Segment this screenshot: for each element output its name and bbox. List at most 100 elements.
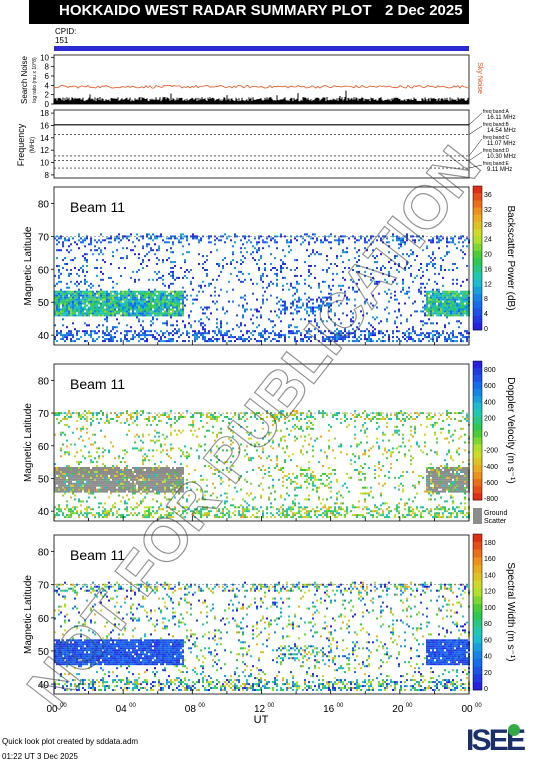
data-cell [76, 310, 78, 313]
data-cell [208, 284, 210, 287]
data-cell [178, 469, 180, 471]
data-cell [296, 259, 298, 262]
freq-yunit: (MHz) [30, 137, 36, 153]
data-cell [268, 474, 270, 477]
data-cell [62, 443, 64, 446]
data-cell [158, 314, 160, 317]
data-cell [138, 312, 140, 315]
data-cell [82, 300, 84, 303]
data-cell [176, 332, 178, 335]
data-cell [440, 235, 442, 238]
data-cell [366, 249, 368, 252]
data-cell [148, 334, 150, 337]
data-cell [310, 340, 312, 343]
data-cell [166, 237, 168, 240]
data-cell [442, 310, 444, 313]
data-cell [126, 494, 128, 497]
data-cell [82, 239, 84, 242]
data-cell [412, 328, 414, 331]
data-cell [148, 237, 150, 240]
data-cell [442, 330, 444, 333]
data-cell [272, 338, 274, 341]
data-cell [74, 292, 76, 295]
data-cell [110, 480, 112, 483]
data-cell [194, 516, 196, 519]
data-cell [276, 274, 278, 277]
data-cell [440, 294, 442, 297]
data-cell [336, 338, 338, 341]
data-cell [450, 340, 452, 343]
data-cell [154, 472, 156, 475]
data-cell [260, 274, 262, 277]
data-cell [60, 290, 62, 293]
data-cell [160, 508, 162, 511]
data-cell [126, 472, 128, 475]
data-cell [68, 490, 70, 493]
data-cell [274, 516, 276, 519]
data-cell [92, 472, 94, 475]
data-cell [292, 286, 294, 289]
data-cell [340, 322, 342, 325]
data-cell [304, 336, 306, 339]
data-cell [120, 516, 122, 519]
data-cell [150, 514, 152, 517]
data-cell [64, 451, 66, 454]
data-cell [160, 330, 162, 333]
data-cell [402, 280, 404, 283]
data-cell [230, 334, 232, 337]
data-cell [404, 334, 406, 337]
data-cell [442, 332, 444, 335]
data-cell [148, 474, 150, 477]
data-cell [88, 467, 90, 469]
data-cell [124, 304, 126, 307]
data-cell [120, 490, 122, 493]
data-cell [444, 336, 446, 339]
data-cell [366, 241, 368, 244]
data-cell [430, 300, 432, 303]
data-cell [160, 467, 162, 469]
data-cell [236, 261, 238, 264]
data-cell [106, 510, 108, 513]
data-cell [288, 455, 290, 458]
data-cell [128, 300, 130, 303]
data-cell [136, 233, 138, 236]
data-cell [400, 340, 402, 343]
data-cell [78, 292, 80, 295]
data-cell [80, 471, 82, 473]
data-cell [92, 469, 94, 471]
data-cell [102, 516, 104, 519]
data-cell [220, 332, 222, 335]
data-cell [200, 332, 202, 335]
data-cell [82, 455, 84, 458]
data-cell [142, 237, 144, 240]
data-cell [434, 312, 436, 315]
data-cell [446, 237, 448, 240]
data-cell [218, 474, 220, 477]
data-cell [108, 510, 110, 513]
data-cell [110, 312, 112, 315]
data-cell [146, 418, 148, 420]
data-cell [262, 451, 264, 454]
data-cell [262, 336, 264, 339]
data-cell [112, 471, 114, 473]
data-cell [220, 431, 222, 434]
data-cell [374, 334, 376, 337]
data-cell [420, 290, 422, 293]
data-cell [422, 324, 424, 327]
data-cell [206, 316, 208, 319]
data-cell [276, 418, 278, 420]
data-cell [190, 310, 192, 313]
data-cell [274, 239, 276, 242]
data-cell [54, 237, 56, 240]
data-cell [104, 471, 106, 473]
data-cell [256, 282, 258, 285]
data-cell [144, 255, 146, 258]
data-cell [150, 471, 152, 473]
data-cell [102, 482, 104, 485]
data-cell [320, 306, 322, 309]
data-cell [102, 272, 104, 275]
data-cell [420, 282, 422, 285]
data-cell [208, 306, 210, 309]
data-cell [218, 416, 220, 418]
data-cell [432, 340, 434, 343]
